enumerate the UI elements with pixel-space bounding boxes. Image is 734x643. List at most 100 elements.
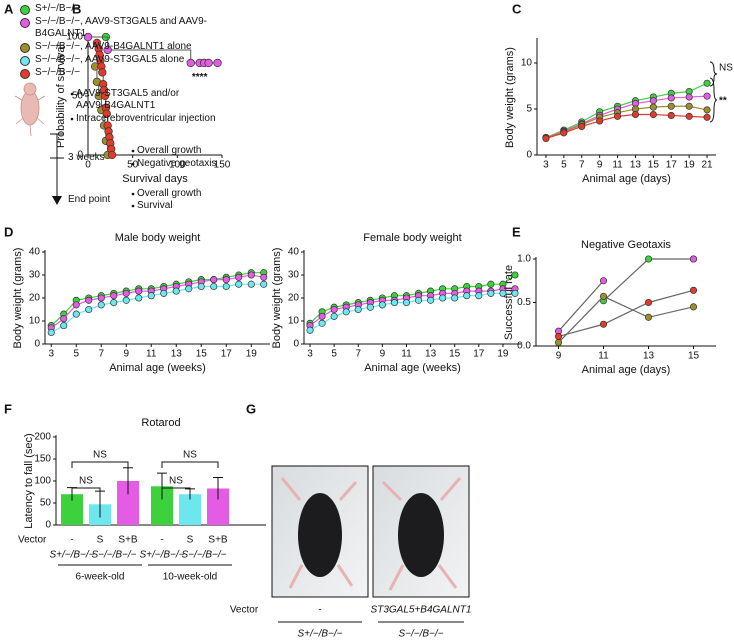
data-point <box>414 296 423 304</box>
y-axis-label: Latency to fall (sec) <box>23 433 35 528</box>
data-point <box>72 310 80 318</box>
x-tick-label: 9 <box>597 160 603 171</box>
data-point <box>649 97 657 105</box>
data-point <box>85 305 93 314</box>
x-tick-label: 13 <box>643 351 655 362</box>
data-point <box>330 312 338 320</box>
bar <box>117 481 139 525</box>
data-point <box>330 305 338 314</box>
data-point <box>685 102 693 110</box>
x-tick-label: S <box>97 535 104 546</box>
x-tick-label: 11 <box>612 160 623 171</box>
data-point <box>390 299 398 307</box>
data-point <box>85 296 93 304</box>
panel-label: C <box>512 1 522 16</box>
data-point <box>354 305 362 314</box>
data-point <box>110 299 118 307</box>
significance-bracket <box>709 77 718 123</box>
x-tick-label: 7 <box>355 349 361 360</box>
data-point <box>599 277 608 285</box>
diagram-text: Overall growth <box>137 145 202 156</box>
data-point <box>644 298 653 307</box>
x-tick-label: 100 <box>169 160 186 171</box>
data-point <box>703 106 711 114</box>
data-point <box>451 294 459 302</box>
y-tick-label: 100 <box>34 476 51 487</box>
significance: NS <box>169 476 183 487</box>
data-point <box>210 276 218 284</box>
data-point <box>685 93 693 101</box>
series-line <box>309 274 516 324</box>
panel-label: D <box>4 224 13 239</box>
data-point <box>542 134 550 142</box>
data-point <box>185 285 193 293</box>
x-tick-label: 3 <box>543 160 549 171</box>
legend-entry: S−/−/B−/−, AAV9-ST3GAL5 alone <box>20 54 220 66</box>
panel-label: F <box>4 401 12 416</box>
x-tick-label: 17 <box>666 160 678 171</box>
legend: S+/−/B−/− S−/−/B−/−, AAV9-ST3GAL5 and AAV… <box>20 3 220 80</box>
legend-entry: S−/−/B−/−, AAV9-B4GALNT1 alone <box>20 41 220 53</box>
y-tick-label: 20 <box>29 293 41 304</box>
data-point <box>599 292 608 300</box>
series-line <box>545 105 708 139</box>
data-point <box>235 273 243 281</box>
x-axis-label: Animal age (days) <box>582 364 671 376</box>
data-point <box>60 315 68 323</box>
data-point <box>599 320 608 328</box>
data-point <box>475 292 483 300</box>
data-point <box>213 58 222 68</box>
data-point <box>318 319 326 327</box>
genotype-label: S+/−/B−/− <box>139 550 184 561</box>
diagram-text: End point <box>68 194 111 205</box>
legend-label: S+/−/B−/− <box>35 3 81 14</box>
data-point <box>204 58 213 68</box>
diagram-text: AAV9-ST3GAL5 and/or AAV9-B4GALNT1 <box>76 88 180 111</box>
data-point <box>160 289 168 297</box>
genotype-label: S+/−/B−/− <box>297 629 342 640</box>
bar <box>179 494 201 525</box>
panel-label: B <box>72 1 81 16</box>
x-tick-label: 3 <box>48 349 54 360</box>
x-tick-label: 5 <box>73 349 79 360</box>
x-axis-label: Animal age (weeks) <box>109 362 206 374</box>
genotype-label: S−/−/B−/− <box>398 629 443 640</box>
data-point <box>122 296 130 304</box>
significance-bracket <box>71 487 101 494</box>
legend-label: S−/−/B−/−, AAV9-B4GALNT1 alone <box>35 41 192 52</box>
x-tick-label: 19 <box>246 349 258 360</box>
data-point <box>197 282 205 291</box>
y-tick-label: 0 <box>34 339 40 350</box>
data-point <box>511 289 519 297</box>
x-tick-label: 7 <box>579 160 585 171</box>
data-point <box>487 289 495 297</box>
mouse-icon <box>14 82 46 137</box>
group-label: 10-week-old <box>163 572 217 583</box>
series-line <box>559 259 694 331</box>
data-point <box>703 92 711 100</box>
data-point <box>107 150 117 160</box>
diagram-text: Overall growth <box>137 188 202 199</box>
y-tick-label: 0.0 <box>517 341 531 352</box>
data-point <box>135 294 143 302</box>
legend-swatch <box>20 18 30 28</box>
diagram-text: Negative geotaxis <box>137 158 217 169</box>
panel-label: G <box>246 401 256 416</box>
y-tick-label: 30 <box>288 270 300 281</box>
x-tick-label: 17 <box>473 349 485 360</box>
data-point <box>487 280 495 288</box>
data-point <box>402 299 411 307</box>
series-line <box>50 272 264 327</box>
x-tick-label: 17 <box>221 349 233 360</box>
x-tick-label: 11 <box>401 349 412 360</box>
genotype-label: S−/−/B−/− <box>181 550 226 561</box>
legend-swatch <box>20 43 30 53</box>
chart-title: Negative Geotaxis <box>581 239 671 251</box>
data-point <box>210 282 218 291</box>
data-point <box>463 292 471 300</box>
data-point <box>260 273 268 281</box>
y-tick-label: 5 <box>526 104 532 115</box>
y-tick-label: 10 <box>521 58 533 69</box>
x-tick-label: 11 <box>598 351 609 362</box>
